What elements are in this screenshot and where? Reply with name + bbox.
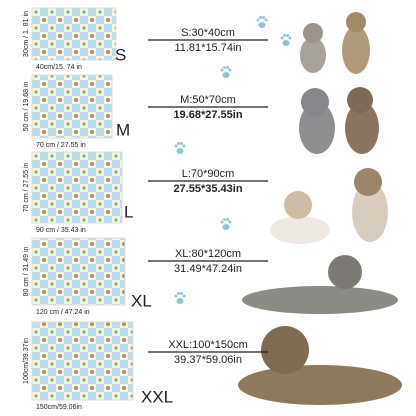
mat: [31, 237, 126, 306]
bottom-dimension: 120 cm / 47.24 in: [36, 309, 90, 316]
cats: [238, 12, 402, 405]
size-cm: S:30*40cm: [181, 27, 235, 39]
size-letter: XXL: [141, 387, 173, 406]
size-inches: 11.81*15.74in: [174, 42, 241, 54]
mat: [31, 151, 123, 224]
bottom-dimension: 40cm/15. 74 in: [36, 64, 82, 71]
mat: [31, 321, 134, 401]
bottom-dimension: 70 cm / 27.55 in: [36, 142, 86, 149]
size-cm: XXL:100*150cm: [168, 339, 248, 351]
size-inches: 31.49*47.24in: [174, 263, 242, 275]
size-inches: 27.55*35.43in: [173, 183, 242, 195]
side-dimension: 30cm / 1. 81 in: [23, 11, 30, 57]
size-inches: 19.68*27.55in: [173, 109, 242, 121]
mat: [31, 74, 113, 139]
bottom-dimension: 90 cm / 35.43 in: [36, 227, 86, 234]
mat: [31, 7, 117, 61]
size-letter: XL: [131, 291, 152, 310]
side-dimension: 80 cm / 31.49 in: [23, 246, 30, 296]
size-cm: M:50*70cm: [180, 94, 236, 106]
size-inches: 39.37*59.06in: [174, 354, 242, 366]
side-dimension: 70 cm / 27.55 in: [23, 162, 30, 212]
size-cm: XL:80*120cm: [175, 248, 241, 260]
side-dimension: 50 cm / 19.68 in: [23, 81, 30, 131]
side-dimension: 100cm/39.37in: [23, 338, 30, 384]
size-letter: S: [115, 45, 126, 64]
size-letter: L: [124, 202, 133, 221]
size-letter: M: [116, 120, 130, 139]
size-cm: L:70*90cm: [182, 168, 235, 180]
bottom-dimension: 150cm/59.06in: [36, 404, 82, 411]
